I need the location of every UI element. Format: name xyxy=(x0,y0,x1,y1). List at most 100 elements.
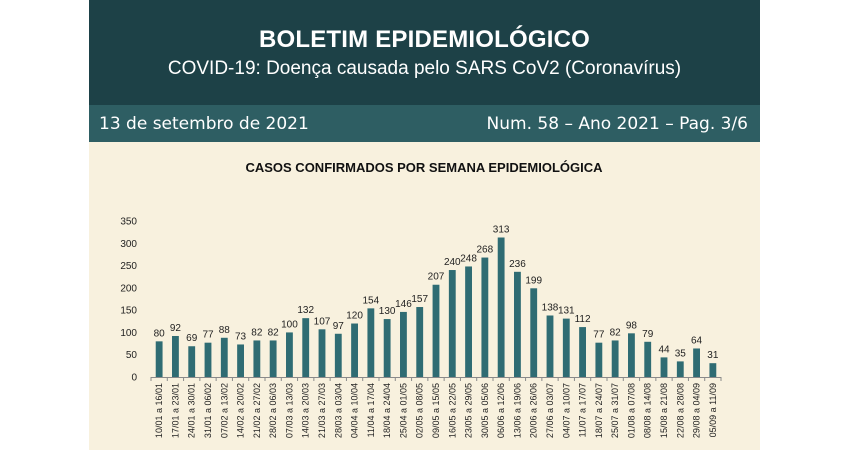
chart-area: CASOS CONFIRMADOS POR SEMANA EPIDEMIOLÓG… xyxy=(89,142,760,450)
data-label: 79 xyxy=(642,329,654,340)
data-label: 236 xyxy=(509,259,526,270)
bar xyxy=(514,271,521,377)
data-label: 207 xyxy=(428,272,445,283)
bar xyxy=(611,340,619,377)
y-tick-label: 50 xyxy=(126,350,138,361)
bar xyxy=(530,288,538,377)
x-tick-label: 25/07 a 31/07 xyxy=(610,383,620,438)
data-label: 97 xyxy=(333,321,345,332)
bar xyxy=(367,308,375,377)
bar xyxy=(448,270,456,377)
x-axis: 10/01 a 16/01 17/01 a 23/01 24/01 a 30/01 3… xyxy=(150,377,722,438)
x-tick-label: 17/01 a 23/01 xyxy=(170,383,180,438)
x-tick-label: 28/02 a 06/03 xyxy=(268,383,278,438)
bar xyxy=(334,333,342,377)
bar xyxy=(481,257,489,377)
y-tick-label: 100 xyxy=(120,328,137,339)
bar xyxy=(709,363,717,377)
bar xyxy=(286,332,293,377)
x-tick-label: 25/04 a 01/05 xyxy=(398,383,408,438)
data-label: 130 xyxy=(379,306,396,317)
data-label: 240 xyxy=(444,257,461,268)
x-tick-label: 30/05 a 05/06 xyxy=(480,383,490,438)
data-label: 248 xyxy=(460,253,477,264)
x-tick-label: 04/04 a 10/04 xyxy=(350,383,360,438)
x-tick-label: 18/04 a 24/04 xyxy=(382,383,392,438)
data-label: 80 xyxy=(154,328,166,339)
x-tick-label: 24/01 a 30/01 xyxy=(187,383,197,438)
x-tick-label: 20/06 a 26/06 xyxy=(529,383,539,438)
data-label: 157 xyxy=(411,294,428,305)
bar xyxy=(253,340,261,377)
data-label: 77 xyxy=(593,330,605,341)
bar xyxy=(188,346,196,377)
header-banner: BOLETIM EPIDEMIOLÓGICO COVID-19: Doença … xyxy=(89,0,760,105)
data-label: 107 xyxy=(314,316,331,327)
x-tick-label: 01/08 a 07/08 xyxy=(626,383,636,438)
data-label: 64 xyxy=(691,335,703,346)
data-label: 88 xyxy=(219,325,231,336)
x-tick-label: 23/05 a 29/05 xyxy=(464,383,474,438)
x-tick-label: 04/07 a 10/07 xyxy=(561,383,571,438)
data-label: 82 xyxy=(610,327,622,338)
data-label: 131 xyxy=(558,306,575,317)
x-tick-label: 11/07 a 17/07 xyxy=(578,383,588,437)
data-label: 132 xyxy=(297,305,314,316)
bar xyxy=(302,318,310,377)
y-tick-label: 350 xyxy=(120,217,137,228)
bulletin-title: BOLETIM EPIDEMIOLÓGICO xyxy=(258,26,591,53)
data-label: 35 xyxy=(675,348,687,359)
x-tick-label: 07/03 a 13/03 xyxy=(284,383,294,438)
y-tick-label: 200 xyxy=(120,283,137,294)
x-tick-label: 21/03 a 27/03 xyxy=(317,383,327,438)
x-tick-label: 08/08 a 14/08 xyxy=(643,383,653,438)
data-label: 92 xyxy=(170,323,182,334)
bar xyxy=(676,361,684,377)
data-label: 31 xyxy=(707,350,719,361)
bar xyxy=(432,284,440,377)
x-tick-label: 27/06 a 03/07 xyxy=(545,383,555,438)
bar xyxy=(318,329,326,377)
data-label: 199 xyxy=(525,275,542,286)
x-tick-label: 31/01 a 06/02 xyxy=(203,383,213,438)
x-tick-label: 22/08 a 28/08 xyxy=(675,383,685,438)
data-label: 120 xyxy=(346,311,363,322)
x-tick-label: 16/05 a 22/05 xyxy=(447,383,457,438)
data-label: 98 xyxy=(626,320,638,331)
x-tick-label: 06/06 a 12/06 xyxy=(496,383,506,438)
y-tick-label: 300 xyxy=(120,239,137,250)
y-tick-label: 150 xyxy=(120,306,137,317)
bar xyxy=(465,266,472,377)
bar xyxy=(660,357,668,377)
x-tick-label: 21/02 a 27/02 xyxy=(252,383,262,438)
data-label: 82 xyxy=(251,327,263,338)
bar xyxy=(383,319,391,377)
bar xyxy=(172,335,179,377)
y-tick-label: 0 xyxy=(131,373,137,384)
bar xyxy=(579,327,586,377)
data-label: 146 xyxy=(395,299,412,310)
bar xyxy=(269,340,277,377)
x-tick-label: 13/06 a 19/06 xyxy=(512,383,522,438)
x-tick-label: 29/08 a 04/09 xyxy=(692,383,702,438)
data-label: 44 xyxy=(658,344,670,355)
x-tick-label: 10/01 a 16/01 xyxy=(154,383,164,438)
x-tick-label: 09/05 a 15/05 xyxy=(431,383,441,438)
bar xyxy=(628,333,635,377)
bar xyxy=(155,341,163,377)
x-tick-label: 07/02 a 13/02 xyxy=(219,383,229,438)
x-tick-label: 14/03 a 20/03 xyxy=(301,383,311,438)
data-label: 112 xyxy=(575,314,591,325)
data-label: 100 xyxy=(281,319,298,330)
data-label: 154 xyxy=(363,295,380,306)
x-tick-label: 14/02 a 20/02 xyxy=(236,383,246,438)
bar xyxy=(644,341,652,377)
bar xyxy=(237,344,244,377)
bar xyxy=(416,307,424,377)
bar xyxy=(546,315,554,377)
bar xyxy=(497,237,505,377)
bar xyxy=(204,342,212,377)
data-label: 138 xyxy=(542,302,559,313)
bar xyxy=(400,311,407,377)
